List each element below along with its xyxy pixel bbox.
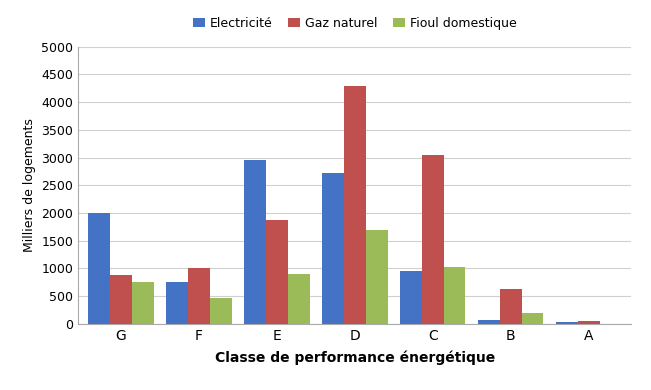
Bar: [132, 282, 154, 324]
Bar: [166, 282, 188, 324]
Bar: [422, 155, 443, 324]
Bar: [521, 313, 544, 324]
Bar: [366, 230, 387, 324]
Bar: [244, 160, 266, 324]
Bar: [322, 172, 344, 324]
Bar: [110, 275, 132, 324]
Bar: [577, 321, 600, 324]
Bar: [188, 268, 210, 324]
Bar: [400, 271, 422, 324]
Bar: [443, 267, 465, 324]
Bar: [478, 320, 500, 324]
Bar: [500, 289, 521, 324]
Legend: Electricité, Gaz naturel, Fioul domestique: Electricité, Gaz naturel, Fioul domestiq…: [187, 12, 522, 35]
Bar: [210, 298, 232, 324]
Bar: [556, 322, 577, 324]
Bar: [266, 220, 288, 324]
Bar: [89, 213, 110, 324]
X-axis label: Classe de performance énergétique: Classe de performance énergétique: [215, 351, 495, 365]
Bar: [344, 85, 366, 324]
Y-axis label: Milliers de logements: Milliers de logements: [23, 118, 36, 252]
Bar: [288, 274, 310, 324]
